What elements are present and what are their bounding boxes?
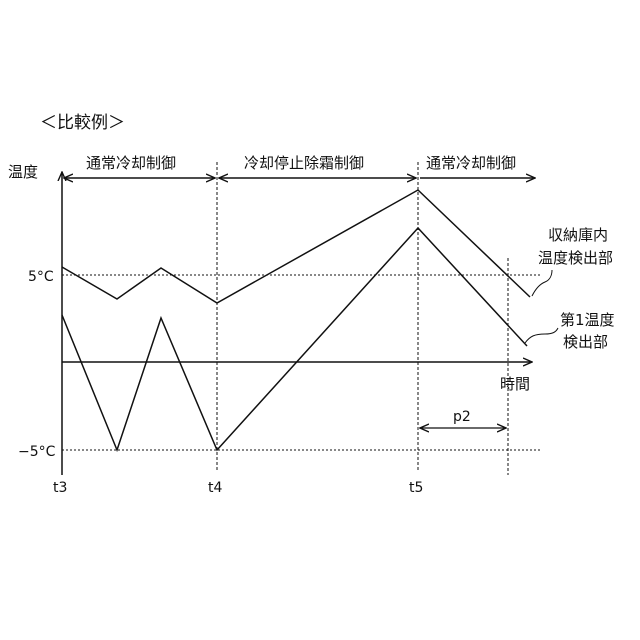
tick-5c: 5°C bbox=[28, 269, 54, 285]
tick-minus5c: −5°C bbox=[18, 444, 56, 460]
diagram-svg: ＜比較例＞ 温度 時間 5°C −5°C t3 t4 t5 通常冷却制御 冷却停… bbox=[0, 0, 640, 640]
series-cabinet-temperature bbox=[62, 190, 530, 303]
series-label-cabinet-2: 温度検出部 bbox=[538, 249, 613, 267]
interval-p2-label: p2 bbox=[453, 409, 471, 425]
phase-label-1: 通常冷却制御 bbox=[86, 154, 176, 172]
phase-label-2: 冷却停止除霜制御 bbox=[244, 154, 364, 172]
diagram-title: ＜比較例＞ bbox=[40, 113, 125, 133]
leader-cabinet bbox=[532, 270, 552, 296]
time-label-t4: t4 bbox=[208, 480, 222, 496]
phase-label-3: 通常冷却制御 bbox=[426, 154, 516, 172]
series-label-first-2: 検出部 bbox=[563, 333, 608, 351]
time-label-t5: t5 bbox=[409, 480, 423, 496]
x-axis-label: 時間 bbox=[500, 375, 530, 393]
diagram: ＜比較例＞ 温度 時間 5°C −5°C t3 t4 t5 通常冷却制御 冷却停… bbox=[0, 0, 640, 640]
leader-first-sensor bbox=[525, 328, 558, 343]
y-axis-label: 温度 bbox=[8, 163, 38, 181]
series-label-cabinet-1: 収納庫内 bbox=[548, 226, 608, 244]
time-label-t3: t3 bbox=[53, 480, 67, 496]
series-label-first-1: 第1温度 bbox=[560, 311, 615, 329]
